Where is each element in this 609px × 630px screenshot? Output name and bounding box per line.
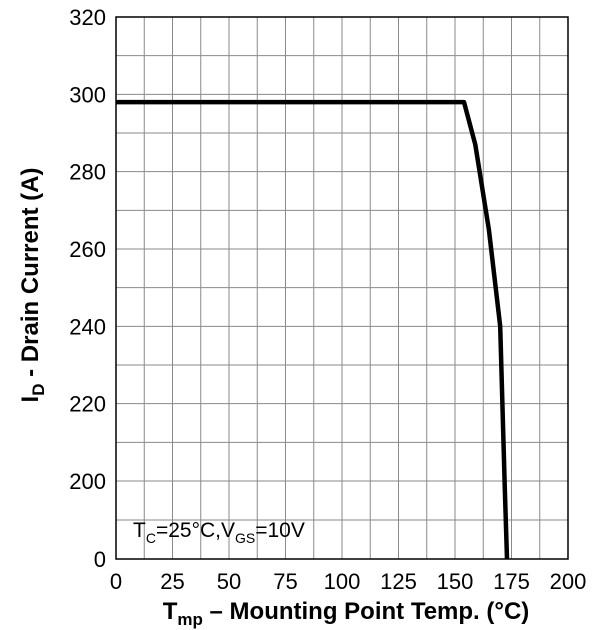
x-tick-label: 100 (324, 569, 361, 594)
y-tick-label: 200 (69, 469, 106, 494)
y-tick-label: 280 (69, 160, 106, 185)
series-line (116, 99, 510, 560)
y-tick-label: 320 (69, 5, 106, 30)
y-tick-label: 0 (94, 547, 106, 572)
x-tick-label: 25 (160, 569, 184, 594)
x-tick-label: 125 (380, 569, 417, 594)
y-tick-label: 260 (69, 237, 106, 262)
x-tick-label: 75 (273, 569, 297, 594)
plot-frame (115, 16, 569, 560)
x-tick-labels: 0 25 50 75 100 125 150 175 200 (110, 569, 586, 594)
y-axis-title: ID - Drain Current (A) (17, 168, 48, 403)
y-tick-label: 220 (69, 392, 106, 417)
grid (116, 17, 568, 559)
x-tick-label: 50 (217, 569, 241, 594)
x-tick-label: 0 (110, 569, 122, 594)
y-tick-label: 240 (69, 314, 106, 339)
x-tick-label: 150 (437, 569, 474, 594)
y-tick-label: 300 (69, 82, 106, 107)
annotation: TC=25°C,VGS=10V (133, 519, 305, 546)
x-axis-title: Tmp – Mounting Point Temp. (°C) (163, 598, 530, 629)
x-tick-label: 175 (493, 569, 530, 594)
x-tick-label: 200 (550, 569, 587, 594)
y-tick-labels: 0 200 220 240 260 280 300 320 (69, 5, 106, 572)
